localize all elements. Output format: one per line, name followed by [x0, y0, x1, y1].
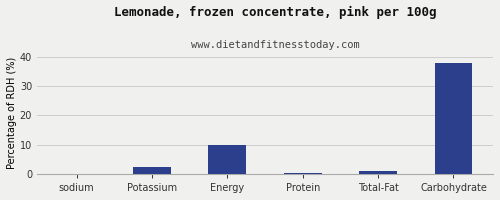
Text: Lemonade, frozen concentrate, pink per 100g: Lemonade, frozen concentrate, pink per 1… — [114, 6, 436, 19]
Bar — [359, 171, 397, 174]
Y-axis label: Percentage of RDH (%): Percentage of RDH (%) — [7, 56, 17, 169]
Bar — [133, 167, 171, 174]
Bar — [284, 173, 322, 174]
Bar — [434, 63, 472, 174]
Text: www.dietandfitnesstoday.com: www.dietandfitnesstoday.com — [190, 40, 360, 50]
Bar — [208, 145, 246, 174]
